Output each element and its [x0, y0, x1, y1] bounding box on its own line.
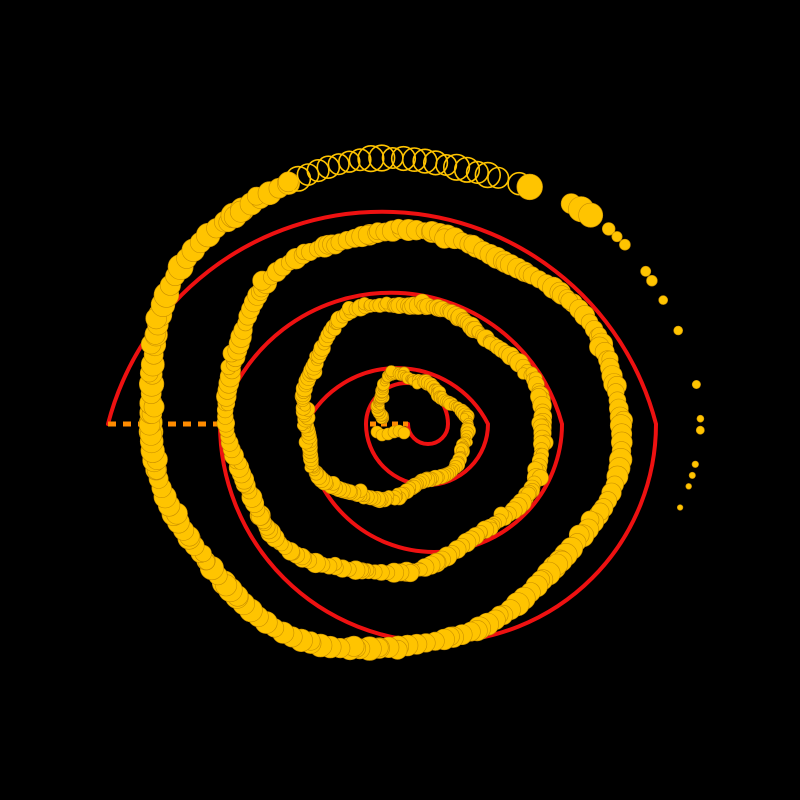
trace-dot-hollow [348, 148, 372, 172]
trace-dot [516, 173, 543, 201]
trace-dot-hollow [401, 147, 427, 173]
trace-dot [619, 238, 631, 251]
trace-dot [685, 483, 692, 490]
trace-dot-hollow [390, 145, 417, 172]
trace-dot [640, 265, 652, 277]
trace-dot-hollow [327, 153, 350, 176]
trace-dot [673, 325, 684, 336]
trace-dot [646, 275, 658, 287]
trace-dot [658, 295, 669, 305]
trace-dot-hollow [357, 145, 385, 173]
trace-dot-hollow [465, 160, 490, 184]
trace-dot-hollow [316, 155, 341, 179]
trace-dot-hollow [443, 153, 471, 181]
trace-dot [696, 414, 705, 423]
trace-dot [277, 171, 299, 193]
trace-dot [611, 231, 623, 243]
trace-dot-hollow [306, 159, 330, 183]
trace-dot [601, 222, 616, 236]
guide-spiral [106, 209, 659, 644]
trace-dot [691, 460, 699, 468]
trace-dot-hollow [296, 163, 320, 187]
trace-dot-hollow [338, 150, 361, 173]
trace-dot [688, 471, 696, 479]
trace-dot [578, 202, 604, 228]
trace-dot-hollow [368, 144, 396, 172]
trace-dot-hollow [487, 166, 510, 189]
trace-dot-hollow [453, 156, 481, 183]
trace-dot-hollow [423, 150, 449, 176]
trace-dot-hollow [474, 161, 501, 189]
trace-dot [691, 379, 701, 389]
trace-dot [676, 504, 684, 511]
trace-dot [695, 425, 705, 435]
trace-dot [397, 426, 411, 440]
traced-spiral-dots [138, 144, 705, 661]
